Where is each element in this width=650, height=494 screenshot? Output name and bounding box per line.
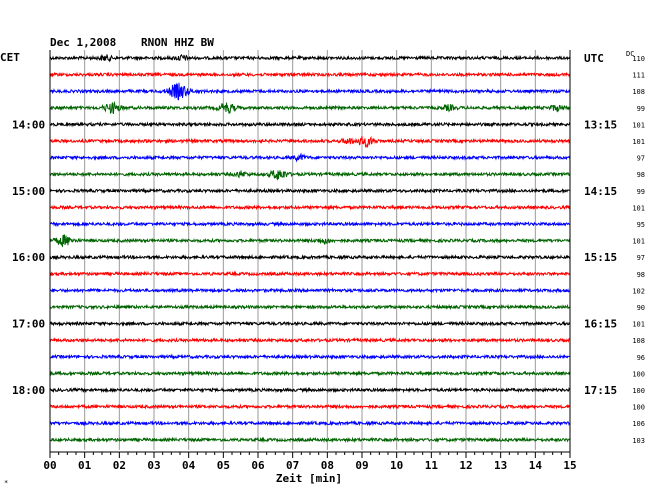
dc-value: 96 <box>637 354 645 362</box>
trace-13 <box>49 270 571 278</box>
dc-value: 110 <box>632 55 645 63</box>
dc-header-label: DC <box>626 50 634 58</box>
x-tick-label: 12 <box>459 459 472 472</box>
dc-value: 111 <box>632 72 645 80</box>
dc-value: 100 <box>632 370 645 378</box>
dc-value: 102 <box>632 287 645 295</box>
trace-17 <box>49 337 571 344</box>
dc-value: 106 <box>632 420 645 428</box>
right-hour-label: 14:15 <box>584 185 617 198</box>
trace-11 <box>49 234 571 248</box>
dc-value: 101 <box>632 204 645 212</box>
trace-2 <box>49 82 571 101</box>
trace-7 <box>49 169 571 181</box>
x-tick-label: 02 <box>113 459 126 472</box>
left-hour-label: 16:00 <box>12 251 45 264</box>
dc-value: 101 <box>632 238 645 246</box>
x-tick-label: 00 <box>43 459 56 472</box>
x-tick-label: 07 <box>286 459 299 472</box>
x-tick-label: 08 <box>321 459 334 472</box>
dc-value: 98 <box>637 171 645 179</box>
dc-value: 97 <box>637 254 645 262</box>
x-tick-label: 04 <box>182 459 196 472</box>
seismic-traces <box>49 53 571 444</box>
trace-12 <box>49 253 571 261</box>
right-hour-label: UTC <box>584 52 604 65</box>
x-tick-label: 03 <box>147 459 160 472</box>
trace-5 <box>49 135 571 149</box>
trace-4 <box>49 121 571 128</box>
header-station: RNON HHZ BW <box>141 36 214 49</box>
dc-value: 97 <box>637 155 645 163</box>
trace-8 <box>49 187 571 194</box>
trace-9 <box>49 204 571 211</box>
trace-10 <box>49 220 571 228</box>
x-tick-label: 13 <box>494 459 507 472</box>
right-hour-labels: UTC 13:15 14:15 15:15 16:15 17:15 <box>584 52 617 397</box>
right-hour-label: 15:15 <box>584 251 617 264</box>
time-gridlines <box>84 50 536 450</box>
left-hour-label: 18:00 <box>12 384 45 397</box>
dc-value: 101 <box>632 138 645 146</box>
dc-value: 101 <box>632 321 645 329</box>
x-tick-label: 01 <box>78 459 92 472</box>
left-hour-labels: 14:00 15:00 16:00 17:00 18:00 <box>12 118 45 397</box>
trace-20 <box>49 386 571 394</box>
x-axis-ticks: 00 01 02 03 04 05 06 07 08 09 10 11 12 13 14 15 <box>43 452 577 472</box>
right-hour-label: 13:15 <box>584 118 617 131</box>
dc-value: 99 <box>637 105 645 113</box>
trace-6 <box>49 152 571 163</box>
trace-19 <box>49 370 571 377</box>
dc-value: 95 <box>637 221 645 229</box>
dc-value: 99 <box>637 188 645 196</box>
dc-value-labels: 110 111 108 99 101 101 97 98 99 101 95 101 97 98 102 90… <box>632 55 645 445</box>
trace-15 <box>49 303 571 311</box>
x-tick-label: 14 <box>529 459 543 472</box>
corner-mark: * <box>4 479 8 487</box>
dc-value: 100 <box>632 404 645 412</box>
trace-21 <box>49 403 571 410</box>
dc-value: 101 <box>632 121 645 129</box>
trace-0 <box>49 53 571 63</box>
trace-16 <box>49 320 571 327</box>
x-tick-label: 09 <box>355 459 368 472</box>
header-date: Dec 1,2008 <box>50 36 116 49</box>
x-tick-label: 06 <box>251 459 265 472</box>
dc-value: 100 <box>632 387 645 395</box>
dc-value: 90 <box>637 304 645 312</box>
left-zone-label: CET <box>0 51 20 64</box>
x-axis-label: Zeit [min] <box>276 472 342 485</box>
dc-value: 103 <box>632 437 645 445</box>
x-tick-label: 11 <box>425 459 439 472</box>
x-tick-label: 05 <box>217 459 230 472</box>
dc-value: 108 <box>632 88 645 96</box>
right-hour-label: 16:15 <box>584 318 617 331</box>
trace-3 <box>49 100 571 115</box>
left-hour-label: 17:00 <box>12 318 45 331</box>
dc-value: 98 <box>637 271 645 279</box>
trace-22 <box>49 419 571 427</box>
trace-14 <box>49 287 571 294</box>
x-tick-label: 10 <box>390 459 403 472</box>
trace-18 <box>49 353 571 360</box>
right-hour-label: 17:15 <box>584 384 617 397</box>
dc-value: 108 <box>632 337 645 345</box>
left-hour-label: 14:00 <box>12 118 45 131</box>
left-hour-label: 15:00 <box>12 185 45 198</box>
trace-1 <box>49 71 571 78</box>
trace-23 <box>49 436 571 444</box>
x-tick-label: 15 <box>563 459 576 472</box>
